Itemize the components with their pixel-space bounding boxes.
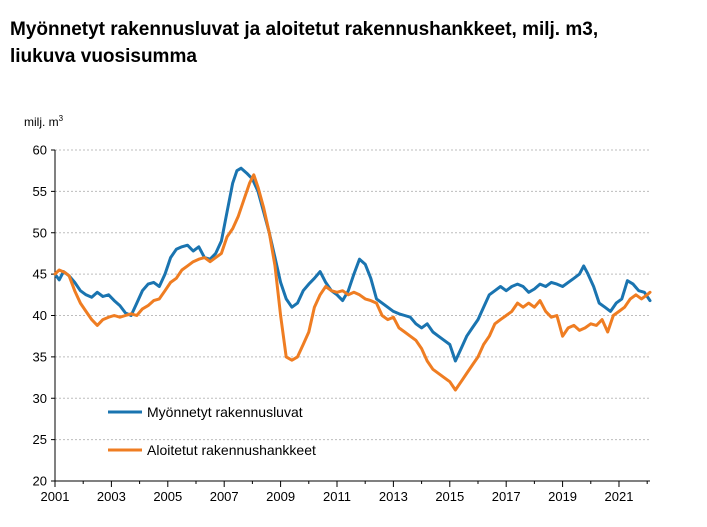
- y-tick-label-40: 40: [33, 308, 47, 323]
- x-tick-label-2021: 2021: [605, 489, 634, 504]
- y-tick-label-50: 50: [33, 225, 47, 240]
- chart-title-line-1: Myönnetyt rakennusluvat ja aloitetut rak…: [10, 19, 599, 40]
- y-tick-label-55: 55: [33, 184, 47, 199]
- series-lines: [53, 166, 652, 392]
- legend: Myönnetyt rakennusluvat Aloitetut rakennu…: [108, 404, 316, 458]
- x-tick-label-2013: 2013: [379, 489, 408, 504]
- y-tick-label-45: 45: [33, 267, 47, 282]
- x-tick-label-2017: 2017: [492, 489, 521, 504]
- gridlines: [55, 149, 650, 441]
- chart-title: Myönnetyt rakennusluvat ja aloitetut rak…: [10, 16, 700, 70]
- legend-label-2: Aloitetut rakennushankkeet: [147, 442, 316, 458]
- x-tick-label-2009: 2009: [266, 489, 295, 504]
- chart-title-line-2: liukuva vuosisumma: [10, 46, 197, 67]
- x-tick-label-2003: 2003: [97, 489, 126, 504]
- legend-label-1: Myönnetyt rakennusluvat: [147, 404, 303, 420]
- y-tick-label-20: 20: [33, 474, 47, 489]
- y-tick-label-25: 25: [33, 432, 47, 447]
- x-tick-label-2019: 2019: [548, 489, 577, 504]
- axes: 20 25 30 35 40 45 50 55 60 2001 2003 2005 2007 2009 20…: [33, 143, 650, 504]
- y-axis-label: milj. m3: [24, 114, 64, 129]
- x-tick-label-2001: 2001: [41, 489, 70, 504]
- y-tick-label-30: 30: [33, 391, 47, 406]
- y-tick-label-35: 35: [33, 349, 47, 364]
- series-line-2: [53, 173, 652, 392]
- series-line-1: [53, 166, 652, 363]
- x-tick-label-2011: 2011: [323, 489, 351, 504]
- x-tick-label-2007: 2007: [210, 489, 239, 504]
- x-tick-label-2005: 2005: [153, 489, 182, 504]
- x-tick-label-2015: 2015: [435, 489, 464, 504]
- y-tick-label-60: 60: [33, 143, 47, 158]
